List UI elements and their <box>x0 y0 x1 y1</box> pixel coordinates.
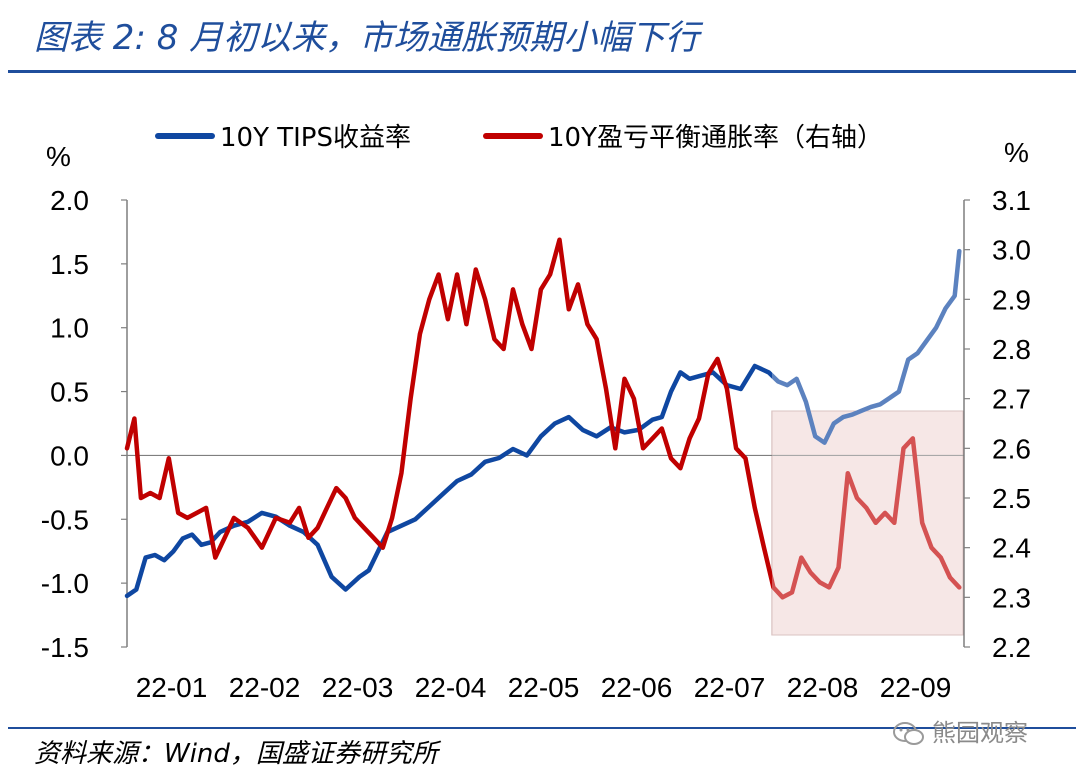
watermark-text: 熊园观察 <box>932 719 1028 747</box>
chart-title: 图表 2: 8 月初以来，市场通胀预期小幅下行 <box>34 18 700 58</box>
x-tick-label: 22-05 <box>508 672 580 703</box>
left-tick-label: 2.0 <box>50 185 89 216</box>
line-chart: -1.5 -1.0 -0.5 0.0 0.5 1.0 1.5 2.0 2.2 2.3 2.4 2.5 2… <box>41 123 1031 703</box>
right-tick-label: 2.2 <box>992 632 1031 663</box>
x-tick-label: 22-04 <box>415 672 487 703</box>
right-tick-label: 2.7 <box>992 384 1031 415</box>
wechat-icon <box>893 722 924 745</box>
right-tick-label: 3.1 <box>992 185 1031 216</box>
footer-divider <box>8 727 1076 729</box>
right-tick-label: 3.0 <box>992 235 1031 266</box>
right-axis-unit: % <box>1004 137 1029 168</box>
source-note: 资料来源：Wind，国盛证券研究所 <box>34 739 438 769</box>
left-axis-unit: % <box>46 141 71 172</box>
watermark: 熊园观察 <box>892 713 1028 748</box>
legend-label: 10Y TIPS收益率 <box>220 123 411 153</box>
x-tick-label: 22-08 <box>787 672 859 703</box>
left-tick-label: -0.5 <box>41 504 89 535</box>
right-tick-label: 2.3 <box>992 582 1031 613</box>
title-divider <box>8 70 1076 73</box>
left-tick-label: 0.0 <box>50 440 89 471</box>
highlight-region <box>771 410 964 636</box>
right-tick-label: 2.5 <box>992 483 1031 514</box>
x-tick-label: 22-09 <box>880 672 952 703</box>
left-tick-label: -1.0 <box>41 568 89 599</box>
left-tick-label: 1.0 <box>50 313 89 344</box>
x-tick-label: 22-02 <box>229 672 301 703</box>
left-tick-label: 0.5 <box>50 377 89 408</box>
series-line-tips <box>124 248 962 599</box>
x-tick-label: 22-06 <box>601 672 673 703</box>
left-tick-label: 1.5 <box>50 249 89 280</box>
right-tick-label: 2.4 <box>992 533 1031 564</box>
x-tick-label: 22-07 <box>694 672 766 703</box>
highlight-fade-overlay <box>772 200 963 647</box>
right-tick-label: 2.6 <box>992 433 1031 464</box>
right-tick-label: 2.9 <box>992 284 1031 315</box>
legend-label: 10Y盈亏平衡通胀率（右轴） <box>548 123 883 153</box>
right-tick-label: 2.8 <box>992 334 1031 365</box>
x-tick-label: 22-03 <box>322 672 394 703</box>
series-line-breakeven <box>124 237 962 600</box>
x-tick-label: 22-01 <box>136 672 208 703</box>
left-tick-label: -1.5 <box>41 632 89 663</box>
